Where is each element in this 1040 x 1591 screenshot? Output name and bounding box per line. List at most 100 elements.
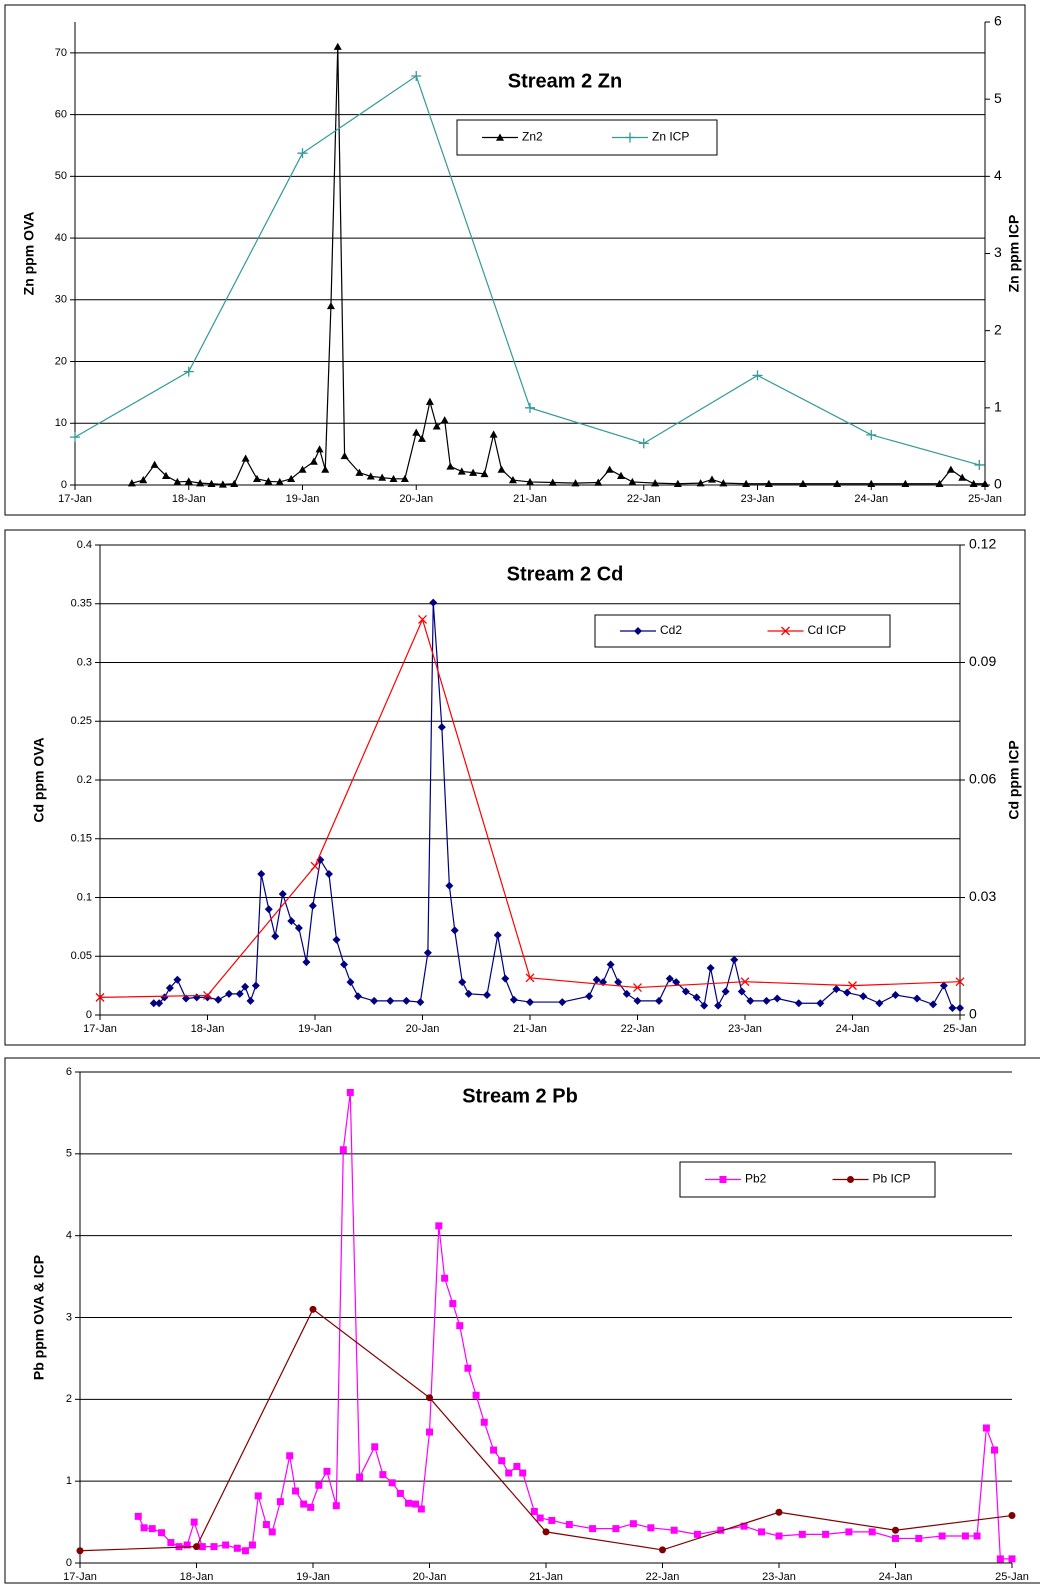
y2-tick-label: 4 [994,167,1002,183]
x-tick-label: 22-Jan [646,1571,680,1583]
marker [536,1514,544,1522]
marker [622,989,631,998]
marker [184,477,193,485]
legend-marker [625,132,635,143]
x-tick-label: 24-Jan [854,493,888,505]
marker [298,465,307,473]
marker [585,992,594,1001]
y-tick-label: 4 [66,1230,72,1242]
marker [432,422,441,430]
marker [95,992,105,1002]
marker [498,1457,506,1465]
marker [411,71,422,82]
marker [278,889,287,898]
marker [248,1541,256,1549]
y2-tick-label: 0.12 [969,536,996,552]
marker [233,1544,241,1552]
x-tick-label: 17-Jan [83,1023,117,1035]
legend-label: Pb2 [745,1172,767,1186]
marker [302,958,311,967]
marker [323,1467,331,1475]
marker [655,996,663,1005]
marker [183,366,194,377]
x-tick-label: 20-Jan [399,493,433,505]
marker [606,960,615,969]
marker [773,994,782,1003]
marker [548,1516,556,1524]
marker [480,469,489,478]
marker [681,987,690,996]
y-tick-label: 0.25 [71,715,92,727]
marker [445,881,454,890]
marker [464,1364,472,1372]
marker [843,988,852,997]
marker [892,1534,899,1542]
marker [182,994,190,1003]
marker [708,475,716,483]
marker [400,474,409,483]
legend-marker [634,627,642,635]
marker [659,1546,666,1554]
marker [816,999,825,1008]
marker [848,981,857,991]
marker [948,1003,957,1012]
marker [218,480,227,488]
marker [257,870,266,878]
y2-tick-label: 0.09 [969,653,996,669]
marker [440,416,449,424]
marker [423,948,432,957]
marker [996,1555,1004,1563]
x-tick-label: 19-Jan [298,1023,332,1035]
marker [149,999,158,1008]
x-tick-label: 25-Jan [995,1571,1029,1583]
marker [794,999,803,1008]
marker [513,1462,521,1470]
y2-tick-label: 1 [994,399,1002,415]
marker [340,960,349,969]
marker [162,471,170,479]
marker [356,1473,364,1481]
marker [315,1481,323,1489]
marker [589,1525,597,1533]
marker [346,978,355,987]
marker [1008,1555,1016,1563]
y-tick-label: 1 [66,1475,72,1487]
marker [973,1532,981,1540]
marker [696,479,705,487]
marker [505,1469,513,1477]
x-tick-label: 21-Jan [529,1571,563,1583]
marker [412,428,421,436]
y2-tick-label: 6 [994,13,1002,29]
marker [418,614,427,624]
x-tick-label: 21-Jan [513,1023,547,1035]
marker [867,479,876,487]
marker [742,479,751,487]
y-tick-label: 30 [55,294,67,306]
marker [332,1502,340,1510]
marker [501,974,510,983]
frame [4,4,1026,516]
marker [333,42,342,50]
marker [464,989,473,998]
marker [310,861,320,871]
marker [354,992,362,1001]
marker [150,460,159,468]
marker [241,1547,249,1555]
x-tick-label: 23-Jan [728,1023,762,1035]
marker [497,465,506,473]
marker [222,1541,230,1549]
y-tick-label: 5 [66,1148,72,1160]
marker [892,1526,899,1534]
marker [214,995,223,1004]
y-tick-label: 40 [55,232,67,244]
marker [435,1222,443,1230]
legend-marker [781,626,790,636]
y2-axis-label: Cd ppm ICP [1006,740,1022,819]
marker [315,445,324,453]
marker [241,982,250,991]
marker [326,301,335,310]
x-tick-label: 22-Jan [627,493,661,505]
marker [446,462,455,470]
marker [548,478,557,486]
marker [449,1300,457,1308]
